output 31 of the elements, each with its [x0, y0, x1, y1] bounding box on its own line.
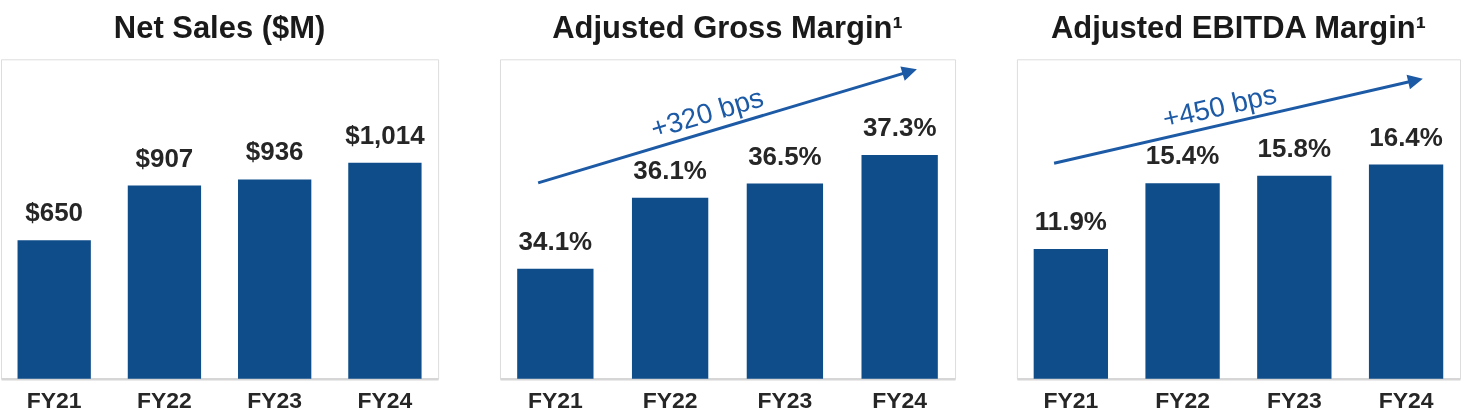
data-label: 36.1% [633, 155, 707, 184]
bar [17, 240, 91, 379]
chart-title: Adjusted Gross Margin¹ [552, 10, 903, 46]
data-label: $936 [245, 137, 304, 166]
data-label: 34.1% [518, 226, 593, 255]
data-label: 37.3% [862, 113, 937, 142]
x-tick-label: FY22 [137, 387, 192, 414]
x-tick-label: FY23 [757, 387, 813, 414]
x-tick-label: FY23 [247, 387, 303, 414]
chart-title: Net Sales ($M) [113, 10, 326, 46]
chart-title: Adjusted EBITDA Margin¹ [1050, 10, 1426, 46]
x-tick-label: FY21 [527, 387, 583, 414]
x-tick-label: FY22 [642, 387, 698, 414]
x-tick-label: FY21 [1043, 387, 1099, 414]
x-tick-label: FY23 [1266, 387, 1322, 414]
data-label: 15.8% [1257, 133, 1332, 162]
bar [238, 179, 312, 379]
data-label: $907 [135, 143, 194, 172]
x-tick-label: FY22 [1155, 387, 1210, 414]
data-label: 15.4% [1145, 141, 1220, 170]
x-tick-label: FY21 [26, 387, 82, 414]
annotation: +450 bps [1159, 78, 1280, 135]
x-tick-label: FY24 [357, 387, 413, 414]
x-tick-label: FY24 [1378, 387, 1434, 414]
data-label: $650 [25, 198, 84, 227]
data-label: $1,014 [345, 120, 426, 149]
bar [127, 185, 202, 379]
x-tick-label: FY24 [872, 387, 928, 414]
bar [348, 162, 422, 379]
data-label: 16.4% [1369, 122, 1443, 151]
data-label: 11.9% [1034, 207, 1107, 236]
